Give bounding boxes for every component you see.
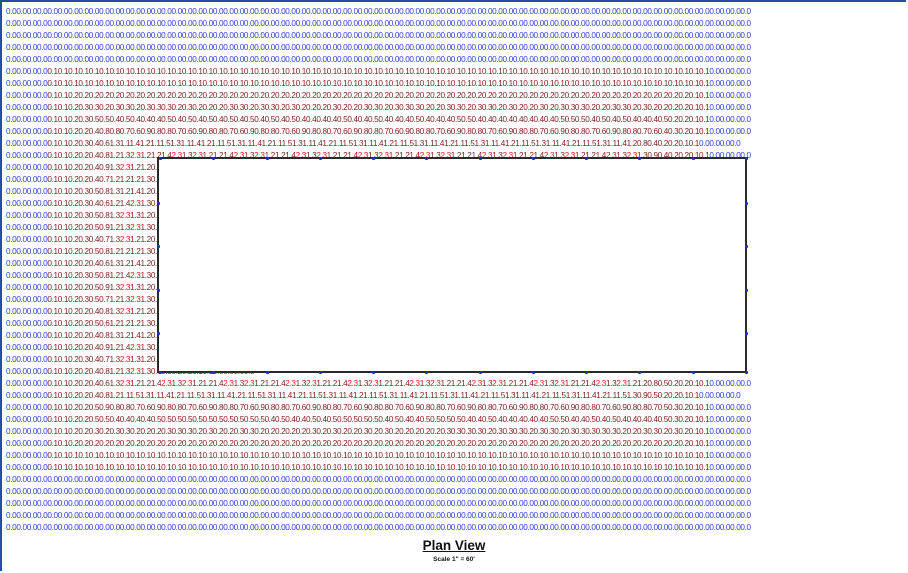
- grid-row: 0.00.00.00.00.10.10.20.20.20.20.20.20.20…: [6, 91, 751, 100]
- luminaire-marker: [157, 202, 160, 205]
- plan-view-title: Plan View: [422, 538, 486, 553]
- grid-row: 0.00.00.00.00.10.10.10.10.10.10.10.10.10…: [6, 451, 751, 460]
- luminaire-marker: [212, 371, 215, 374]
- luminaire-marker: [585, 371, 588, 374]
- luminaire-marker: [638, 157, 641, 160]
- luminaire-marker: [159, 371, 162, 374]
- luminaire-marker: [745, 289, 748, 292]
- luminaire-marker: [319, 157, 322, 160]
- luminaire-marker: [159, 157, 162, 160]
- grid-row: 0.00.00.00.00.10.10.20.20.40.61.32.31.21…: [6, 379, 751, 388]
- luminaire-marker: [692, 157, 695, 160]
- luminaire-marker: [745, 157, 748, 160]
- luminaire-marker: [266, 371, 269, 374]
- luminaire-marker: [532, 371, 535, 374]
- building-outline: [157, 157, 748, 374]
- luminaire-marker: [157, 332, 160, 335]
- luminaire-marker: [638, 371, 641, 374]
- luminaire-marker: [157, 289, 160, 292]
- luminaire-marker: [692, 371, 695, 374]
- luminaire-marker: [425, 371, 428, 374]
- luminaire-marker: [532, 157, 535, 160]
- luminaire-marker: [585, 157, 588, 160]
- grid-row: 0.00.00.00.00.10.10.20.20.50.90.80.80.70…: [6, 403, 751, 412]
- grid-row: 0.00.00.00.00.10.10.10.10.10.10.10.10.10…: [6, 463, 751, 472]
- luminaire-marker: [479, 371, 482, 374]
- grid-row: 0.00.00.00.00.00.00.00.00.00.00.00.00.00…: [6, 523, 751, 532]
- grid-row: 0.00.00.00.00.10.10.20.20.40.80.80.70.60…: [6, 127, 751, 136]
- grid-row: 0.00.00.00.00.10.10.10.10.10.10.10.10.10…: [6, 79, 751, 88]
- luminaire-marker: [745, 332, 748, 335]
- grid-row: 0.00.00.00.00.00.00.00.00.00.00.00.00.00…: [6, 31, 751, 40]
- luminaire-marker: [479, 157, 482, 160]
- luminaire-marker: [372, 157, 375, 160]
- grid-row: 0.00.00.00.00.10.10.20.30.30.20.30.30.20…: [6, 103, 751, 112]
- luminaire-marker: [745, 371, 748, 374]
- grid-row: 0.00.00.00.00.10.10.10.10.10.10.10.10.10…: [6, 67, 751, 76]
- grid-row: 0.00.00.00.00.10.10.20.20.50.50.40.40.40…: [6, 415, 751, 424]
- luminaire-marker: [212, 157, 215, 160]
- grid-row: 0.00.00.00.00.00.00.00.00.00.00.00.00.00…: [6, 43, 751, 52]
- grid-row: 0.00.00.00.00.10.10.20.30.40.61.31.11.41…: [6, 139, 741, 148]
- grid-row: 0.00.00.00.00.10.10.20.20.40.81.21.11.51…: [6, 391, 741, 400]
- grid-row: 0.00.00.00.00.00.00.00.00.00.00.00.00.00…: [6, 7, 751, 16]
- luminaire-marker: [266, 157, 269, 160]
- luminaire-marker: [319, 371, 322, 374]
- grid-row: 0.00.00.00.00.10.10.20.20.40.81.21.32.31…: [6, 151, 751, 160]
- scale-label: Scale 1" = 60': [433, 556, 475, 563]
- grid-row: 0.00.00.00.00.00.00.00.00.00.00.00.00.00…: [6, 511, 751, 520]
- luminaire-marker: [745, 245, 748, 248]
- luminaire-marker: [745, 202, 748, 205]
- luminaire-marker: [425, 157, 428, 160]
- luminaire-marker: [372, 371, 375, 374]
- grid-row: 0.00.00.00.00.00.00.00.00.00.00.00.00.00…: [6, 19, 751, 28]
- grid-row: 0.00.00.00.00.10.10.20.20.20.20.20.20.20…: [6, 439, 751, 448]
- grid-row: 0.00.00.00.00.00.00.00.00.00.00.00.00.00…: [6, 475, 751, 484]
- grid-row: 0.00.00.00.00.00.00.00.00.00.00.00.00.00…: [6, 499, 751, 508]
- grid-row: 0.00.00.00.00.10.10.20.30.50.50.40.50.40…: [6, 115, 751, 124]
- luminaire-marker: [157, 245, 160, 248]
- grid-row: 0.00.00.00.00.10.10.20.20.30.20.30.30.20…: [6, 427, 751, 436]
- grid-row: 0.00.00.00.00.00.00.00.00.00.00.00.00.00…: [6, 487, 751, 496]
- grid-row: 0.00.00.00.00.00.00.00.00.00.00.00.00.00…: [6, 55, 751, 64]
